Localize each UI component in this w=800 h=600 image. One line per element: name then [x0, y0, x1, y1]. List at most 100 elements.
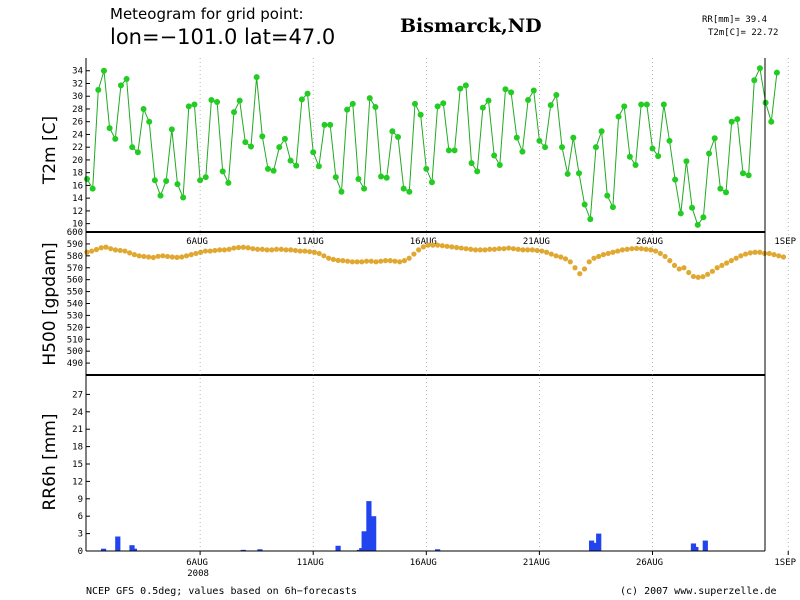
rr6h-bar [257, 549, 263, 551]
t2m-point [519, 148, 526, 155]
t2m-point [711, 135, 718, 142]
h500-ytick-label: 490 [67, 359, 83, 369]
t2m-point [197, 177, 204, 184]
t2m-point [293, 162, 300, 169]
t2m-point [281, 135, 288, 142]
t2m-point [677, 210, 684, 217]
title-line1: Meteogram for grid point: [110, 5, 304, 23]
rr-ytick-label: 24 [72, 408, 83, 418]
h500-point [515, 246, 521, 252]
h500-point [449, 244, 455, 250]
t2m-point [739, 170, 746, 177]
h500-point [572, 265, 578, 271]
t2m-ytick-label: 10 [72, 220, 83, 230]
rr-ytick-label: 12 [72, 477, 83, 487]
t2m-point [219, 168, 226, 175]
t2m-point [276, 144, 283, 151]
footer-copyright: (c) 2007 www.superzelle.de [620, 586, 777, 597]
h500-point [259, 246, 265, 252]
h500-point [416, 247, 422, 253]
h500-point [198, 249, 204, 255]
t2m-point [717, 185, 724, 192]
t2m-point [191, 101, 198, 108]
h500-point [463, 246, 469, 252]
t2m-point [508, 89, 515, 96]
h500-ytick-label: 560 [67, 276, 83, 286]
h500-point [406, 255, 412, 261]
t2m-point [485, 97, 492, 104]
t2m-point [694, 221, 701, 228]
t2m-point [773, 69, 780, 76]
t2m-point [666, 137, 673, 144]
t2m-point [479, 104, 486, 111]
t2m-point [100, 67, 107, 74]
h500-axis-label: H500 [gpdam] [40, 242, 60, 365]
h500-point [169, 254, 175, 260]
rr-ytick-label: 0 [78, 547, 83, 557]
h500-point [321, 253, 327, 259]
h500-point [340, 258, 346, 264]
h500-point [174, 254, 180, 260]
h500-point [742, 251, 749, 257]
t2m-point [513, 134, 520, 141]
rr6h-bar [131, 548, 137, 551]
rr6h-bar [115, 536, 121, 551]
h500-point [586, 259, 592, 265]
t2m-point [214, 98, 221, 105]
h500-point [619, 247, 625, 253]
t2m-point [242, 139, 249, 146]
t2m-point [756, 65, 763, 72]
h500-point [681, 265, 687, 271]
t2m-point [604, 192, 611, 199]
h500-point [373, 259, 379, 265]
h500-point [288, 247, 294, 253]
t2m-point [672, 176, 679, 183]
h500-point [131, 252, 137, 258]
rr6h-panel: 0 3 6 9 12 15 18 21 24 27 6AUG 11AUG 16AUG 21AUG 26AUG… [72, 390, 796, 579]
t2m-point [700, 214, 707, 221]
t2m-point [264, 165, 271, 172]
h500-point [525, 247, 531, 253]
rr-ytick-label: 18 [72, 443, 83, 453]
t2m-point [349, 100, 356, 107]
h500-point [160, 253, 166, 259]
t2m-ytick-label: 18 [72, 169, 83, 179]
rr-ytick-label: 15 [72, 460, 83, 470]
t2m-point [395, 133, 402, 140]
rr6h-bar [702, 540, 708, 551]
xtick-year-label: 2008 [187, 569, 209, 579]
h500-ytick-label: 550 [67, 288, 83, 298]
t2m-ytick-label: 24 [72, 130, 83, 140]
h500-point [155, 253, 161, 259]
h500-point [226, 246, 232, 252]
h500-point [605, 250, 611, 257]
t2m-point [174, 181, 181, 188]
t2m-point [298, 96, 305, 103]
t2m-ytick-label: 20 [72, 156, 83, 166]
t2m-ytick-label: 32 [72, 79, 83, 89]
t2m-point [491, 152, 498, 159]
rr-ytick-label: 21 [72, 425, 83, 435]
t2m-point [609, 204, 616, 211]
h500-point [752, 249, 758, 255]
t2m-point [163, 177, 170, 184]
h500-point [193, 250, 199, 257]
t2m-point [247, 143, 254, 150]
rr6h-bar [335, 545, 341, 551]
h500-point [643, 246, 649, 252]
t2m-point [768, 118, 775, 125]
h500-point [335, 257, 341, 263]
h500-point [567, 259, 573, 265]
t2m-point [123, 76, 130, 83]
h500-point [117, 247, 123, 254]
xtick-label-mid-3: 21AUG [523, 237, 550, 247]
h500-point [349, 259, 355, 265]
h500-point [302, 248, 308, 254]
t2m-point [598, 128, 605, 135]
t2m-point [632, 162, 639, 169]
h500-point [539, 248, 545, 254]
h500-point [548, 251, 554, 257]
h500-point [496, 246, 502, 252]
h500-point [307, 249, 313, 255]
xtick-label-bottom-1: 11AUG [297, 558, 324, 568]
